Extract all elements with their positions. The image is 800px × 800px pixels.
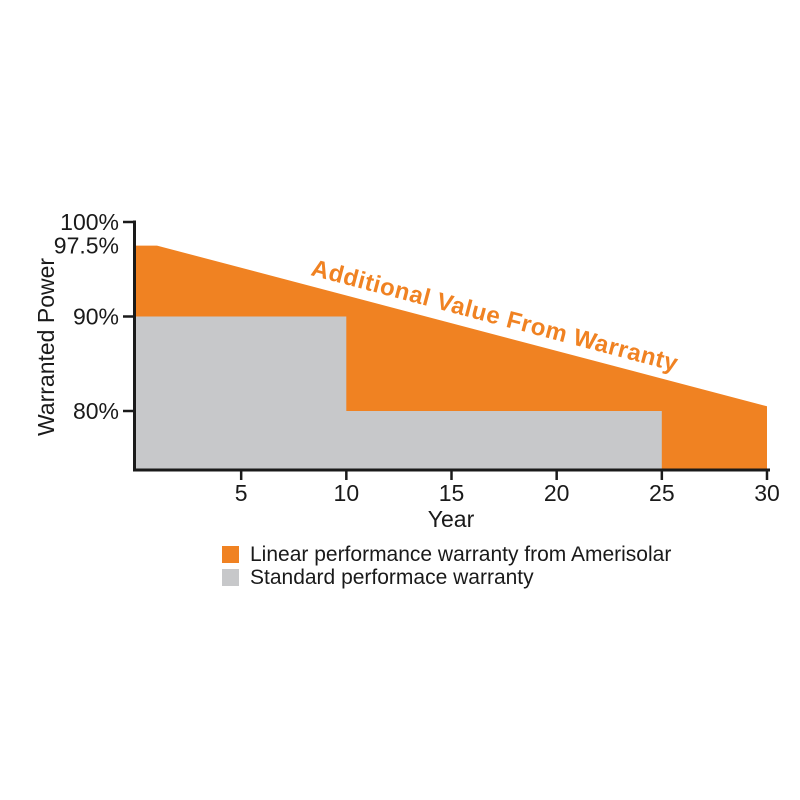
standard-warranty-area [136, 316, 662, 470]
linear-warranty-swatch-icon [222, 546, 239, 563]
y-tick-label: 90% [73, 304, 119, 330]
legend-label: Standard performace warranty [250, 566, 534, 589]
x-tick-label: 10 [334, 480, 360, 506]
y-tick-label: 80% [73, 398, 119, 424]
y-tick-label: 97.5% [54, 233, 119, 259]
y-tick-label: 100% [60, 209, 119, 235]
x-axis-title: Year [428, 506, 475, 532]
chart-areas [136, 245, 767, 470]
x-tick-label: 5 [235, 480, 248, 506]
legend-item-standard-warranty: Standard performace warranty [222, 566, 671, 589]
axes [133, 220, 770, 472]
x-tick-label: 30 [754, 480, 780, 506]
standard-warranty-swatch-icon [222, 569, 239, 586]
x-tick-label: 25 [649, 480, 675, 506]
legend: Linear performance warranty from Ameriso… [222, 543, 671, 589]
legend-label: Linear performance warranty from Ameriso… [250, 543, 672, 566]
x-tick-label: 20 [544, 480, 570, 506]
tick-layer: 100%97.5% 90% 80% 5 10 15 20 25 30 [54, 209, 780, 506]
x-tick-label: 15 [439, 480, 465, 506]
legend-item-linear-warranty: Linear performance warranty from Ameriso… [222, 543, 671, 566]
y-axis-title: Warranted Power [33, 258, 59, 436]
